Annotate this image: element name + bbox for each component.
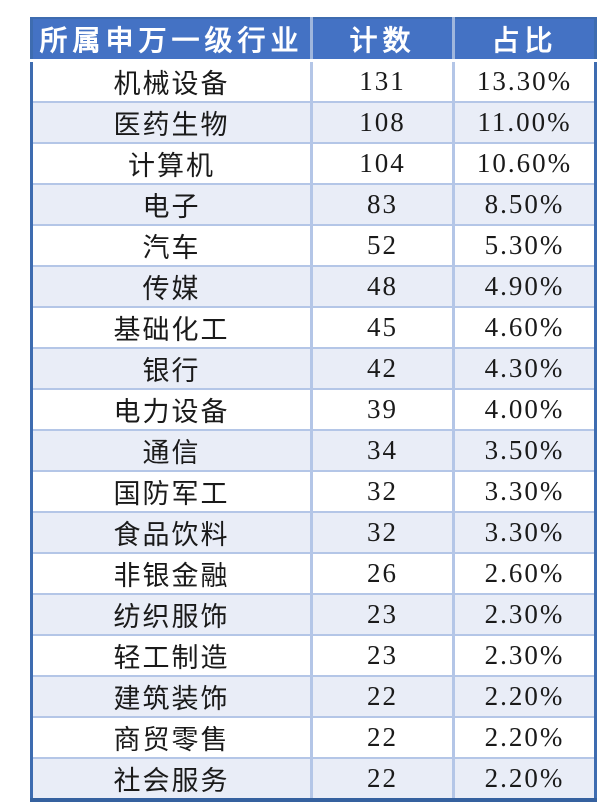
share-cell: 8.50% (452, 183, 596, 225)
share-cell: 2.30% (452, 593, 596, 635)
count-cell: 48 (310, 265, 454, 307)
industry-cell: 国防军工 (31, 470, 312, 512)
industry-distribution-table: 所属申万一级行业 计数 占比 机械设备 131 13.30% 医药生物 108 11.00… (30, 17, 597, 802)
table-body: 机械设备 131 13.30% 医药生物 108 11.00% 计算机 104 10.60% 电子… (31, 60, 596, 800)
count-cell: 104 (310, 142, 454, 184)
column-header-share: 占比 (452, 18, 596, 62)
share-cell: 2.20% (452, 675, 596, 717)
count-cell: 131 (310, 60, 454, 102)
table-row: 传媒 48 4.90% (31, 265, 596, 307)
count-cell: 22 (310, 757, 454, 800)
share-cell: 3.30% (452, 470, 596, 512)
share-cell: 2.20% (452, 757, 596, 800)
share-cell: 3.50% (452, 429, 596, 471)
count-cell: 23 (310, 634, 454, 676)
count-cell: 34 (310, 429, 454, 471)
share-cell: 3.30% (452, 511, 596, 553)
count-cell: 22 (310, 716, 454, 758)
table-row: 通信 34 3.50% (31, 429, 596, 471)
count-cell: 23 (310, 593, 454, 635)
industry-distribution-table-container: 所属申万一级行业 计数 占比 机械设备 131 13.30% 医药生物 108 11.00… (30, 17, 597, 802)
count-cell: 39 (310, 388, 454, 430)
table-row: 银行 42 4.30% (31, 347, 596, 389)
share-cell: 10.60% (452, 142, 596, 184)
share-cell: 5.30% (452, 224, 596, 266)
industry-cell: 电力设备 (31, 388, 312, 430)
table-row: 电力设备 39 4.00% (31, 388, 596, 430)
table-row: 纺织服饰 23 2.30% (31, 593, 596, 635)
industry-cell: 银行 (31, 347, 312, 389)
count-cell: 108 (310, 101, 454, 143)
industry-cell: 电子 (31, 183, 312, 225)
header-row: 所属申万一级行业 计数 占比 (31, 18, 596, 62)
industry-cell: 传媒 (31, 265, 312, 307)
industry-cell: 基础化工 (31, 306, 312, 348)
share-cell: 4.90% (452, 265, 596, 307)
count-cell: 83 (310, 183, 454, 225)
table-row: 建筑装饰 22 2.20% (31, 675, 596, 717)
count-cell: 52 (310, 224, 454, 266)
share-cell: 2.20% (452, 716, 596, 758)
industry-cell: 非银金融 (31, 552, 312, 594)
industry-cell: 医药生物 (31, 101, 312, 143)
industry-cell: 轻工制造 (31, 634, 312, 676)
table-header: 所属申万一级行业 计数 占比 (31, 18, 596, 62)
table-row: 国防军工 32 3.30% (31, 470, 596, 512)
industry-cell: 汽车 (31, 224, 312, 266)
count-cell: 32 (310, 511, 454, 553)
table-row: 食品饮料 32 3.30% (31, 511, 596, 553)
share-cell: 11.00% (452, 101, 596, 143)
industry-cell: 食品饮料 (31, 511, 312, 553)
industry-cell: 纺织服饰 (31, 593, 312, 635)
table-row: 医药生物 108 11.00% (31, 101, 596, 143)
share-cell: 2.30% (452, 634, 596, 676)
industry-cell: 计算机 (31, 142, 312, 184)
industry-cell: 通信 (31, 429, 312, 471)
count-cell: 32 (310, 470, 454, 512)
table-row: 电子 83 8.50% (31, 183, 596, 225)
table-row: 社会服务 22 2.20% (31, 757, 596, 800)
share-cell: 13.30% (452, 60, 596, 102)
table-row: 轻工制造 23 2.30% (31, 634, 596, 676)
industry-cell: 机械设备 (113, 69, 230, 99)
table-row: 计算机 104 10.60% (31, 142, 596, 184)
count-cell: 42 (310, 347, 454, 389)
table-row: 基础化工 45 4.60% (31, 306, 596, 348)
table-row: 机械设备 131 13.30% (31, 60, 596, 102)
industry-cell: 建筑装饰 (31, 675, 312, 717)
table-row: 非银金融 26 2.60% (31, 552, 596, 594)
share-cell: 4.60% (452, 306, 596, 348)
count-cell: 22 (310, 675, 454, 717)
share-cell: 2.60% (452, 552, 596, 594)
column-header-count: 计数 (310, 18, 454, 62)
share-cell: 4.30% (452, 347, 596, 389)
table-row: 汽车 52 5.30% (31, 224, 596, 266)
count-cell: 26 (310, 552, 454, 594)
share-cell: 4.00% (452, 388, 596, 430)
table-row: 商贸零售 22 2.20% (31, 716, 596, 758)
industry-cell: 社会服务 (31, 757, 312, 800)
industry-cell: 商贸零售 (31, 716, 312, 758)
column-header-industry: 所属申万一级行业 (31, 18, 312, 62)
count-cell: 45 (310, 306, 454, 348)
